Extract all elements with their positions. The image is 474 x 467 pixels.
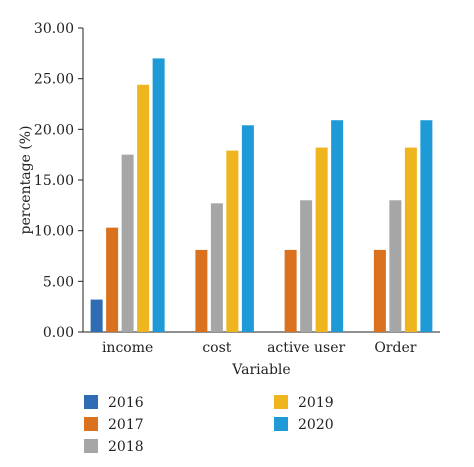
bar-2019-order [404,147,417,332]
x-tick-label: cost [202,340,231,356]
x-axis-title: Variable [231,362,290,378]
bar-2018-order [389,200,402,332]
legend-label-2019: 2019 [298,395,334,411]
bar-2020-active-user [331,120,344,332]
y-tick-label: 15.00 [34,173,74,189]
bar-2018-cost [210,203,223,332]
bar-2020-cost [241,125,254,332]
x-tick-label: active user [267,340,345,356]
bar-2020-order [420,120,433,332]
bar-2018-active-user [300,200,313,332]
legend-label-2018: 2018 [108,439,144,455]
bar-2017-income [106,227,119,332]
bar-2019-cost [226,150,239,332]
y-tick-label: 5.00 [43,274,74,290]
legend-label-2016: 2016 [108,395,144,411]
y-tick-label: 25.00 [34,72,74,88]
legend-swatch-2017 [84,417,98,431]
y-tick-label: 20.00 [34,122,74,138]
legend-swatch-2018 [84,439,98,453]
bar-2017-cost [195,249,208,332]
x-axis: income cost active user Order [83,331,440,356]
y-tick-label: 30.00 [34,21,74,37]
bar-2018-income [121,154,134,332]
bar-2017-active-user [284,249,297,332]
legend-label-2017: 2017 [108,417,144,433]
y-axis: 0.00 5.00 10.00 15.00 20.00 25.00 30.00 [34,21,84,341]
bar-2020-income [152,58,165,333]
y-axis-title: percentage (%) [18,126,34,235]
y-tick-label: 0.00 [43,325,74,341]
legend-swatch-2020 [274,417,288,431]
bar-2019-active-user [315,147,328,332]
x-tick-label: income [102,340,153,356]
legend: 2016 2017 2018 2019 2020 [84,395,334,455]
bar-2019-income [137,84,150,332]
bar-2017-order [373,249,386,332]
bar-2016-income [90,299,103,332]
legend-swatch-2019 [274,395,288,409]
legend-label-2020: 2020 [298,417,334,433]
legend-swatch-2016 [84,395,98,409]
bars [90,58,433,333]
x-tick-label: Order [374,340,416,356]
y-tick-label: 10.00 [34,224,74,240]
